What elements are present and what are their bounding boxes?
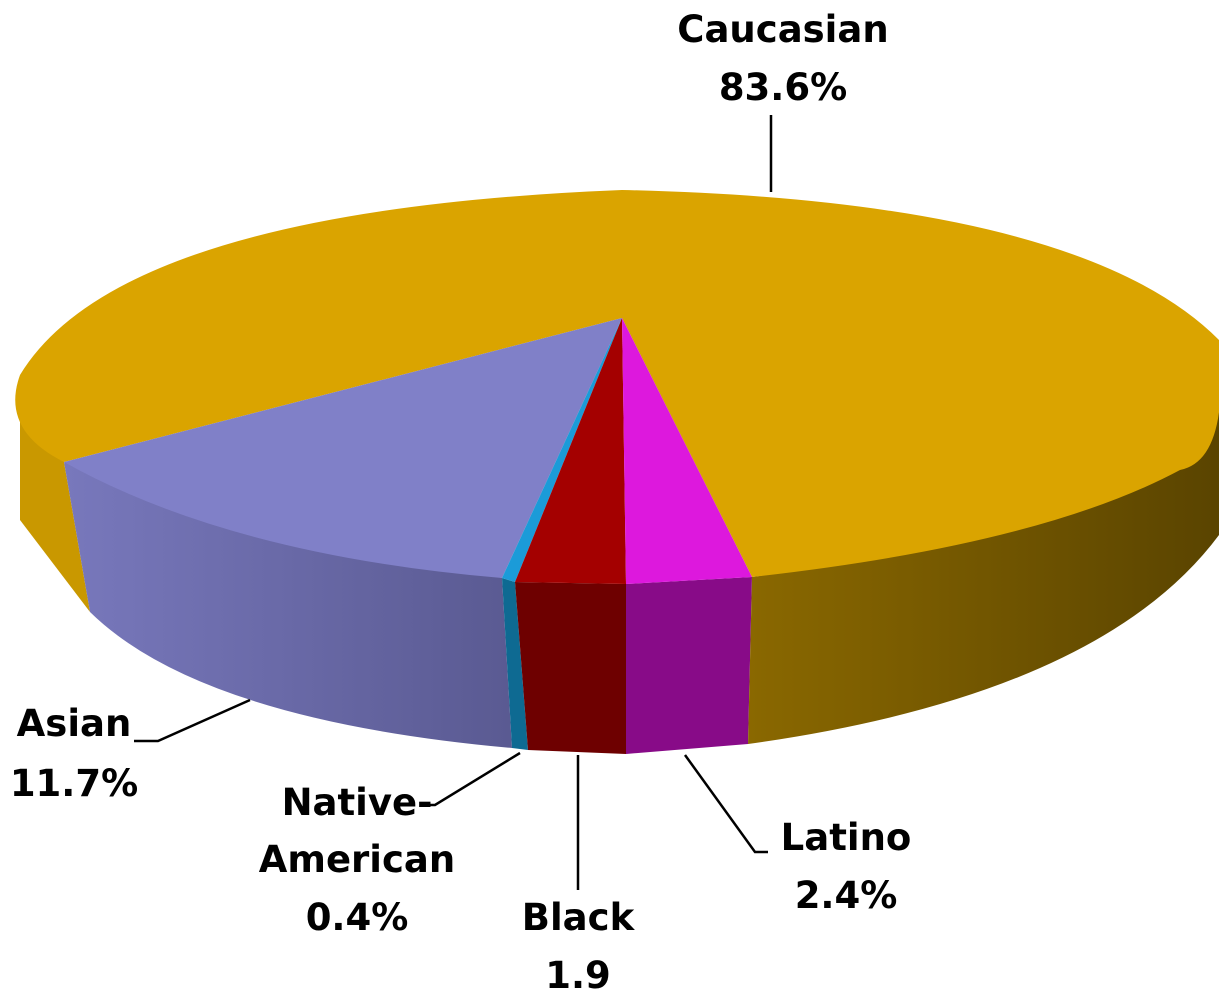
native-american-value: 0.4%	[306, 896, 409, 939]
caucasian-value: 83.6%	[719, 66, 847, 109]
latino-top	[622, 318, 752, 584]
native-american-side	[502, 578, 528, 750]
latino-value: 2.4%	[795, 874, 898, 917]
native-american-label: Native- American 0.4%	[259, 781, 455, 939]
latino-leader	[683, 754, 768, 854]
latino-side	[626, 577, 752, 754]
native-american-name-line1: Native-	[282, 781, 433, 824]
native-american-name-line2: American	[259, 838, 455, 881]
native-american-top	[502, 318, 622, 582]
caucasian-side-right	[748, 385, 1219, 744]
asian-top	[64, 318, 622, 578]
black-name: Black	[522, 896, 636, 939]
latino-name: Latino	[781, 816, 912, 859]
latino-label: Latino 2.4%	[781, 816, 912, 917]
caucasian-top	[15, 190, 1219, 577]
asian-label: Asian 11.7%	[10, 702, 138, 805]
black-label: Black 1.9	[522, 896, 636, 994]
caucasian-name: Caucasian	[677, 8, 888, 51]
asian-leader	[134, 698, 251, 743]
black-top	[515, 318, 626, 584]
black-value: 1.9	[545, 954, 611, 994]
black-side	[515, 582, 626, 754]
asian-name: Asian	[17, 702, 132, 745]
caucasian-label: Caucasian 83.6%	[677, 8, 888, 109]
asian-side	[64, 462, 512, 748]
asian-value: 11.7%	[10, 762, 138, 805]
native-american-leader	[423, 751, 521, 807]
